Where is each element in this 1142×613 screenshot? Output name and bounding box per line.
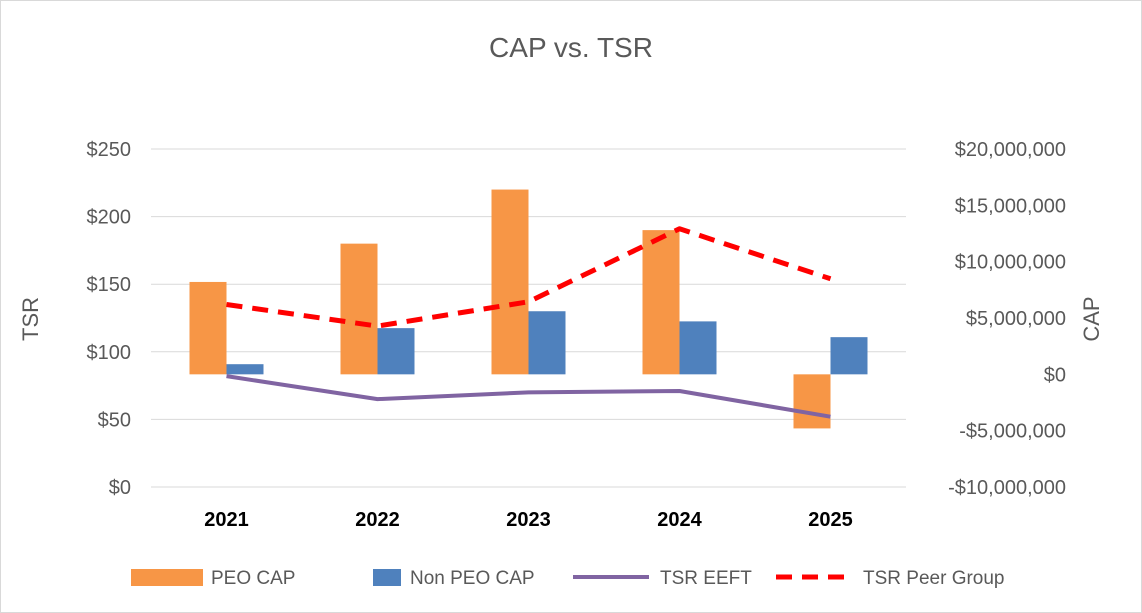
- chart-title: CAP vs. TSR: [489, 32, 653, 63]
- legend-item: TSR EEFT: [573, 568, 752, 589]
- left-tick-label: $200: [87, 207, 132, 229]
- right-tick-label: $0: [1044, 364, 1066, 386]
- bar-peo-cap: [189, 281, 227, 375]
- right-tick-label: $20,000,000: [955, 139, 1066, 161]
- lines: [226, 226, 832, 419]
- legend-swatch: [131, 569, 203, 586]
- left-tick-label: $100: [87, 342, 132, 364]
- bar-non-peo-cap: [830, 337, 868, 375]
- legend: PEO CAP Non PEO CAP TSR EEFT TSR Peer Group: [131, 568, 1005, 589]
- left-axis-ticks: $0 $50 $100 $150 $200 $250: [87, 139, 132, 499]
- bar-peo-cap: [793, 374, 831, 429]
- right-axis-title: CAP: [1079, 296, 1104, 341]
- bar-peo-cap: [340, 243, 378, 375]
- category-labels: 2021 2022 2023 2024 2025: [204, 509, 853, 531]
- legend-item: PEO CAP: [131, 568, 295, 589]
- left-tick-label: $150: [87, 274, 132, 296]
- legend-item: Non PEO CAP: [373, 568, 535, 589]
- category-label: 2022: [355, 509, 400, 531]
- bar-non-peo-cap: [528, 311, 566, 375]
- legend-label: TSR EEFT: [660, 568, 752, 589]
- category-label: 2023: [506, 509, 551, 531]
- right-tick-label: $10,000,000: [955, 252, 1066, 274]
- category-label: 2021: [204, 509, 249, 531]
- right-axis-ticks: -$10,000,000 -$5,000,000 $0 $5,000,000 $10,0…: [948, 139, 1066, 499]
- category-label: 2025: [808, 509, 853, 531]
- legend-swatch: [373, 569, 401, 586]
- left-axis-title: TSR: [18, 297, 43, 341]
- bar-peo-cap: [642, 230, 680, 375]
- legend-label: Non PEO CAP: [410, 568, 535, 589]
- bar-non-peo-cap: [679, 321, 717, 375]
- line-tsr-eeft: [226, 374, 831, 419]
- left-tick-label: $250: [87, 139, 132, 161]
- right-tick-label: -$10,000,000: [948, 477, 1066, 499]
- left-tick-label: $50: [98, 409, 131, 431]
- right-tick-label: $5,000,000: [966, 308, 1066, 330]
- legend-label: TSR Peer Group: [863, 568, 1005, 589]
- right-tick-label: -$5,000,000: [959, 421, 1066, 443]
- right-tick-label: $15,000,000: [955, 195, 1066, 217]
- bar-non-peo-cap: [377, 328, 415, 375]
- legend-item: TSR Peer Group: [776, 568, 1005, 589]
- bars: [189, 189, 868, 429]
- bar-non-peo-cap: [226, 364, 264, 375]
- category-label: 2024: [657, 509, 702, 531]
- left-tick-label: $0: [109, 477, 131, 499]
- line-tsr-peer-group: [226, 226, 832, 329]
- bar-peo-cap: [491, 189, 529, 375]
- legend-label: PEO CAP: [211, 568, 295, 589]
